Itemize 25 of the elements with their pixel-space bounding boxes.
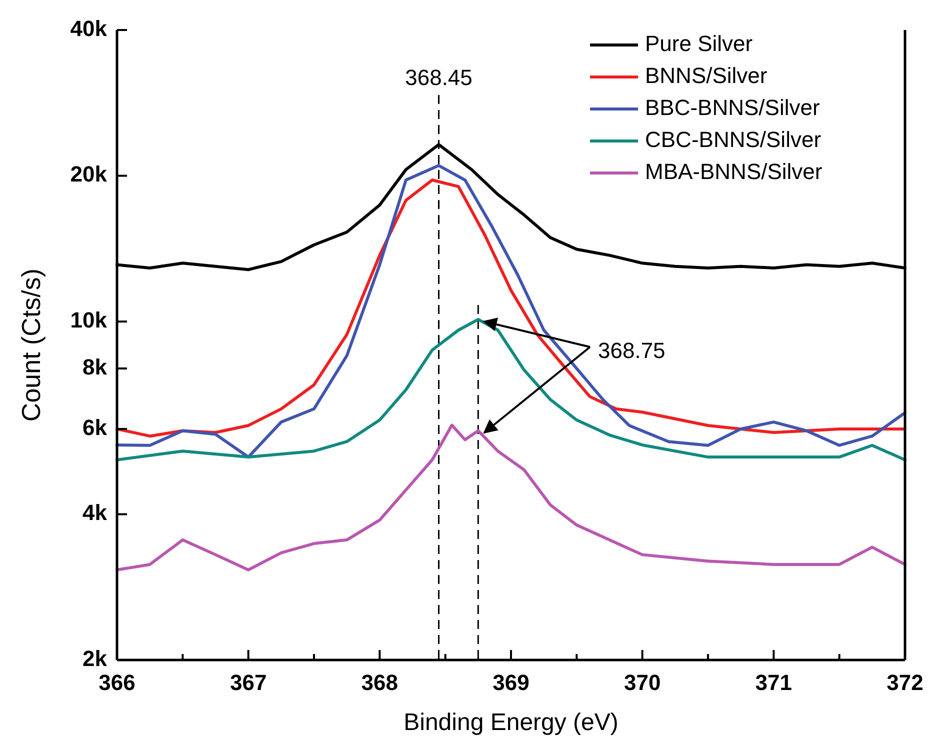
y-tick-label: 2k [82, 646, 108, 671]
y-tick-label: 8k [82, 354, 108, 380]
ref-line-label: 368.45 [405, 65, 472, 90]
y-tick-label: 4k [82, 500, 108, 526]
x-tick-label: 370 [624, 670, 661, 695]
ref-line-label: 368.75 [598, 338, 666, 363]
x-tick-label: 371 [755, 670, 792, 695]
line-series [116, 318, 906, 462]
legend-label: BNNS/Silver [645, 62, 768, 88]
line-series [116, 424, 906, 572]
x-tick-label: 366 [98, 670, 136, 695]
y-axis-title: Count (Cts/s) [16, 268, 46, 422]
x-tick-label: 367 [230, 670, 267, 695]
y-tick-label: 40k [70, 16, 108, 41]
y-tick-label: 20k [70, 162, 108, 187]
legend-label: MBA-BNNS/Silver [645, 158, 822, 184]
legend-label: BBC-BNNS/Silver [645, 94, 820, 120]
y-tick-label: 10k [70, 307, 108, 332]
x-axis-title: Binding Energy (eV) [404, 709, 618, 736]
x-tick-label: 368 [361, 670, 398, 695]
y-tick-label: 6k [82, 414, 108, 440]
legend-label: CBC-BNNS/Silver [645, 126, 822, 152]
legend-label: Pure Silver [645, 30, 753, 56]
x-tick-label: 372 [886, 670, 924, 695]
x-tick-label: 369 [492, 670, 530, 695]
